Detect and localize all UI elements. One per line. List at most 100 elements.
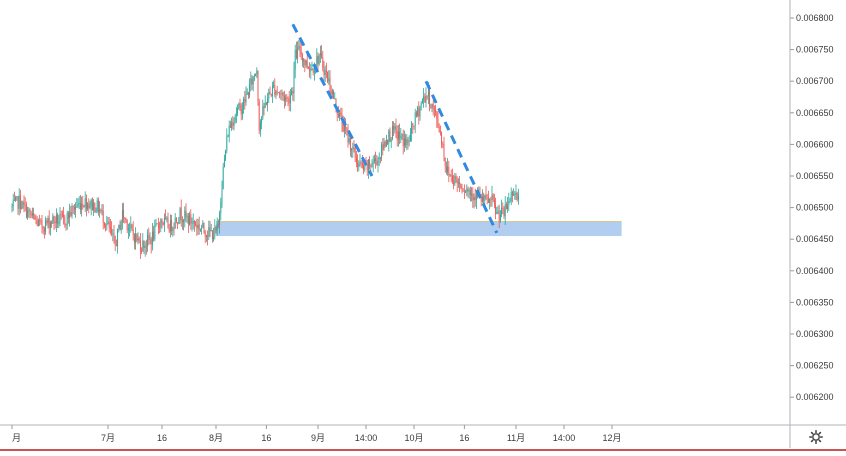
candle <box>67 211 69 224</box>
candle <box>328 70 330 85</box>
candle <box>12 193 14 211</box>
x-tick-label: 16 <box>261 433 271 443</box>
candle <box>25 201 27 219</box>
candle <box>325 62 327 79</box>
candle <box>399 123 401 145</box>
candle <box>16 196 18 201</box>
candle <box>209 220 211 238</box>
candle <box>289 88 291 112</box>
candle <box>231 117 233 131</box>
candle <box>103 221 105 229</box>
candle <box>484 194 486 206</box>
candle <box>277 92 279 94</box>
candle <box>498 204 500 229</box>
candle <box>307 66 309 69</box>
candle <box>490 196 492 208</box>
support-zone[interactable] <box>216 221 622 237</box>
candle <box>462 188 464 192</box>
candle <box>473 193 475 209</box>
candle <box>415 110 417 118</box>
candle <box>393 121 395 137</box>
candle <box>198 216 200 235</box>
candle <box>154 219 156 242</box>
candle <box>382 138 384 156</box>
candle <box>348 134 350 145</box>
candle <box>202 220 204 229</box>
candle <box>213 227 215 242</box>
candle <box>142 233 144 253</box>
candle <box>240 102 242 121</box>
candle <box>174 213 176 230</box>
candle <box>493 193 495 209</box>
x-tick-label: 7月 <box>101 433 115 443</box>
candle <box>456 176 458 192</box>
candle <box>352 142 354 158</box>
candle <box>351 148 353 158</box>
candle <box>141 247 143 255</box>
candle <box>501 199 503 218</box>
candle <box>197 218 199 235</box>
candle <box>255 73 257 77</box>
candle <box>299 38 301 58</box>
gear-icon[interactable] <box>809 430 823 444</box>
candle <box>207 230 209 246</box>
x-tick-label: 月 <box>12 433 21 443</box>
candle <box>327 71 329 84</box>
support-zone-layer <box>216 221 622 237</box>
y-tick-label: 0.006800 <box>796 13 834 23</box>
candle <box>267 92 269 112</box>
dashed-trendline[interactable] <box>291 23 374 177</box>
candle <box>167 212 169 229</box>
candle <box>363 162 365 175</box>
candle <box>222 162 224 190</box>
x-tick-label: 11月 <box>507 433 525 443</box>
candle <box>168 223 170 234</box>
candle <box>233 117 235 131</box>
candle <box>273 80 275 89</box>
price-axis[interactable]: 0.006800 0.006750 0.006700 0.006650 0.006600… <box>790 13 834 402</box>
candle <box>161 218 163 229</box>
candle <box>411 121 413 142</box>
candle <box>388 128 390 152</box>
candle <box>513 188 515 196</box>
candle <box>114 235 116 252</box>
candle <box>265 101 267 106</box>
candle <box>319 45 321 64</box>
plot-area[interactable] <box>12 0 790 425</box>
candle <box>346 126 348 136</box>
candle <box>59 207 61 227</box>
candle <box>293 61 295 102</box>
dashed-trendline[interactable] <box>424 80 499 234</box>
candle <box>155 218 157 227</box>
candle <box>425 87 427 108</box>
candle <box>193 219 195 232</box>
candle <box>125 217 127 224</box>
candle <box>433 105 435 118</box>
candle <box>75 202 77 218</box>
plot-hitbox[interactable] <box>12 0 790 425</box>
candle <box>215 225 217 234</box>
candle <box>95 207 97 214</box>
time-axis[interactable]: 月 7月 16 8月 16 9月 14:00 10月 16 11月 14:00 12月 <box>11 425 622 443</box>
candle <box>318 53 320 66</box>
candle <box>225 149 227 161</box>
candle <box>201 224 203 235</box>
candle <box>359 153 361 167</box>
candle <box>258 98 260 135</box>
candle <box>64 214 66 228</box>
candle <box>35 214 37 225</box>
candle <box>60 210 62 220</box>
candle <box>445 161 447 175</box>
candle <box>263 102 265 116</box>
candle <box>276 85 278 96</box>
candle <box>385 134 387 148</box>
candle <box>419 105 421 121</box>
candle <box>237 104 239 117</box>
candle <box>65 223 67 231</box>
candle <box>91 197 93 211</box>
candle <box>367 158 369 179</box>
candle <box>108 217 110 233</box>
candle <box>124 217 126 224</box>
candle <box>192 213 194 230</box>
